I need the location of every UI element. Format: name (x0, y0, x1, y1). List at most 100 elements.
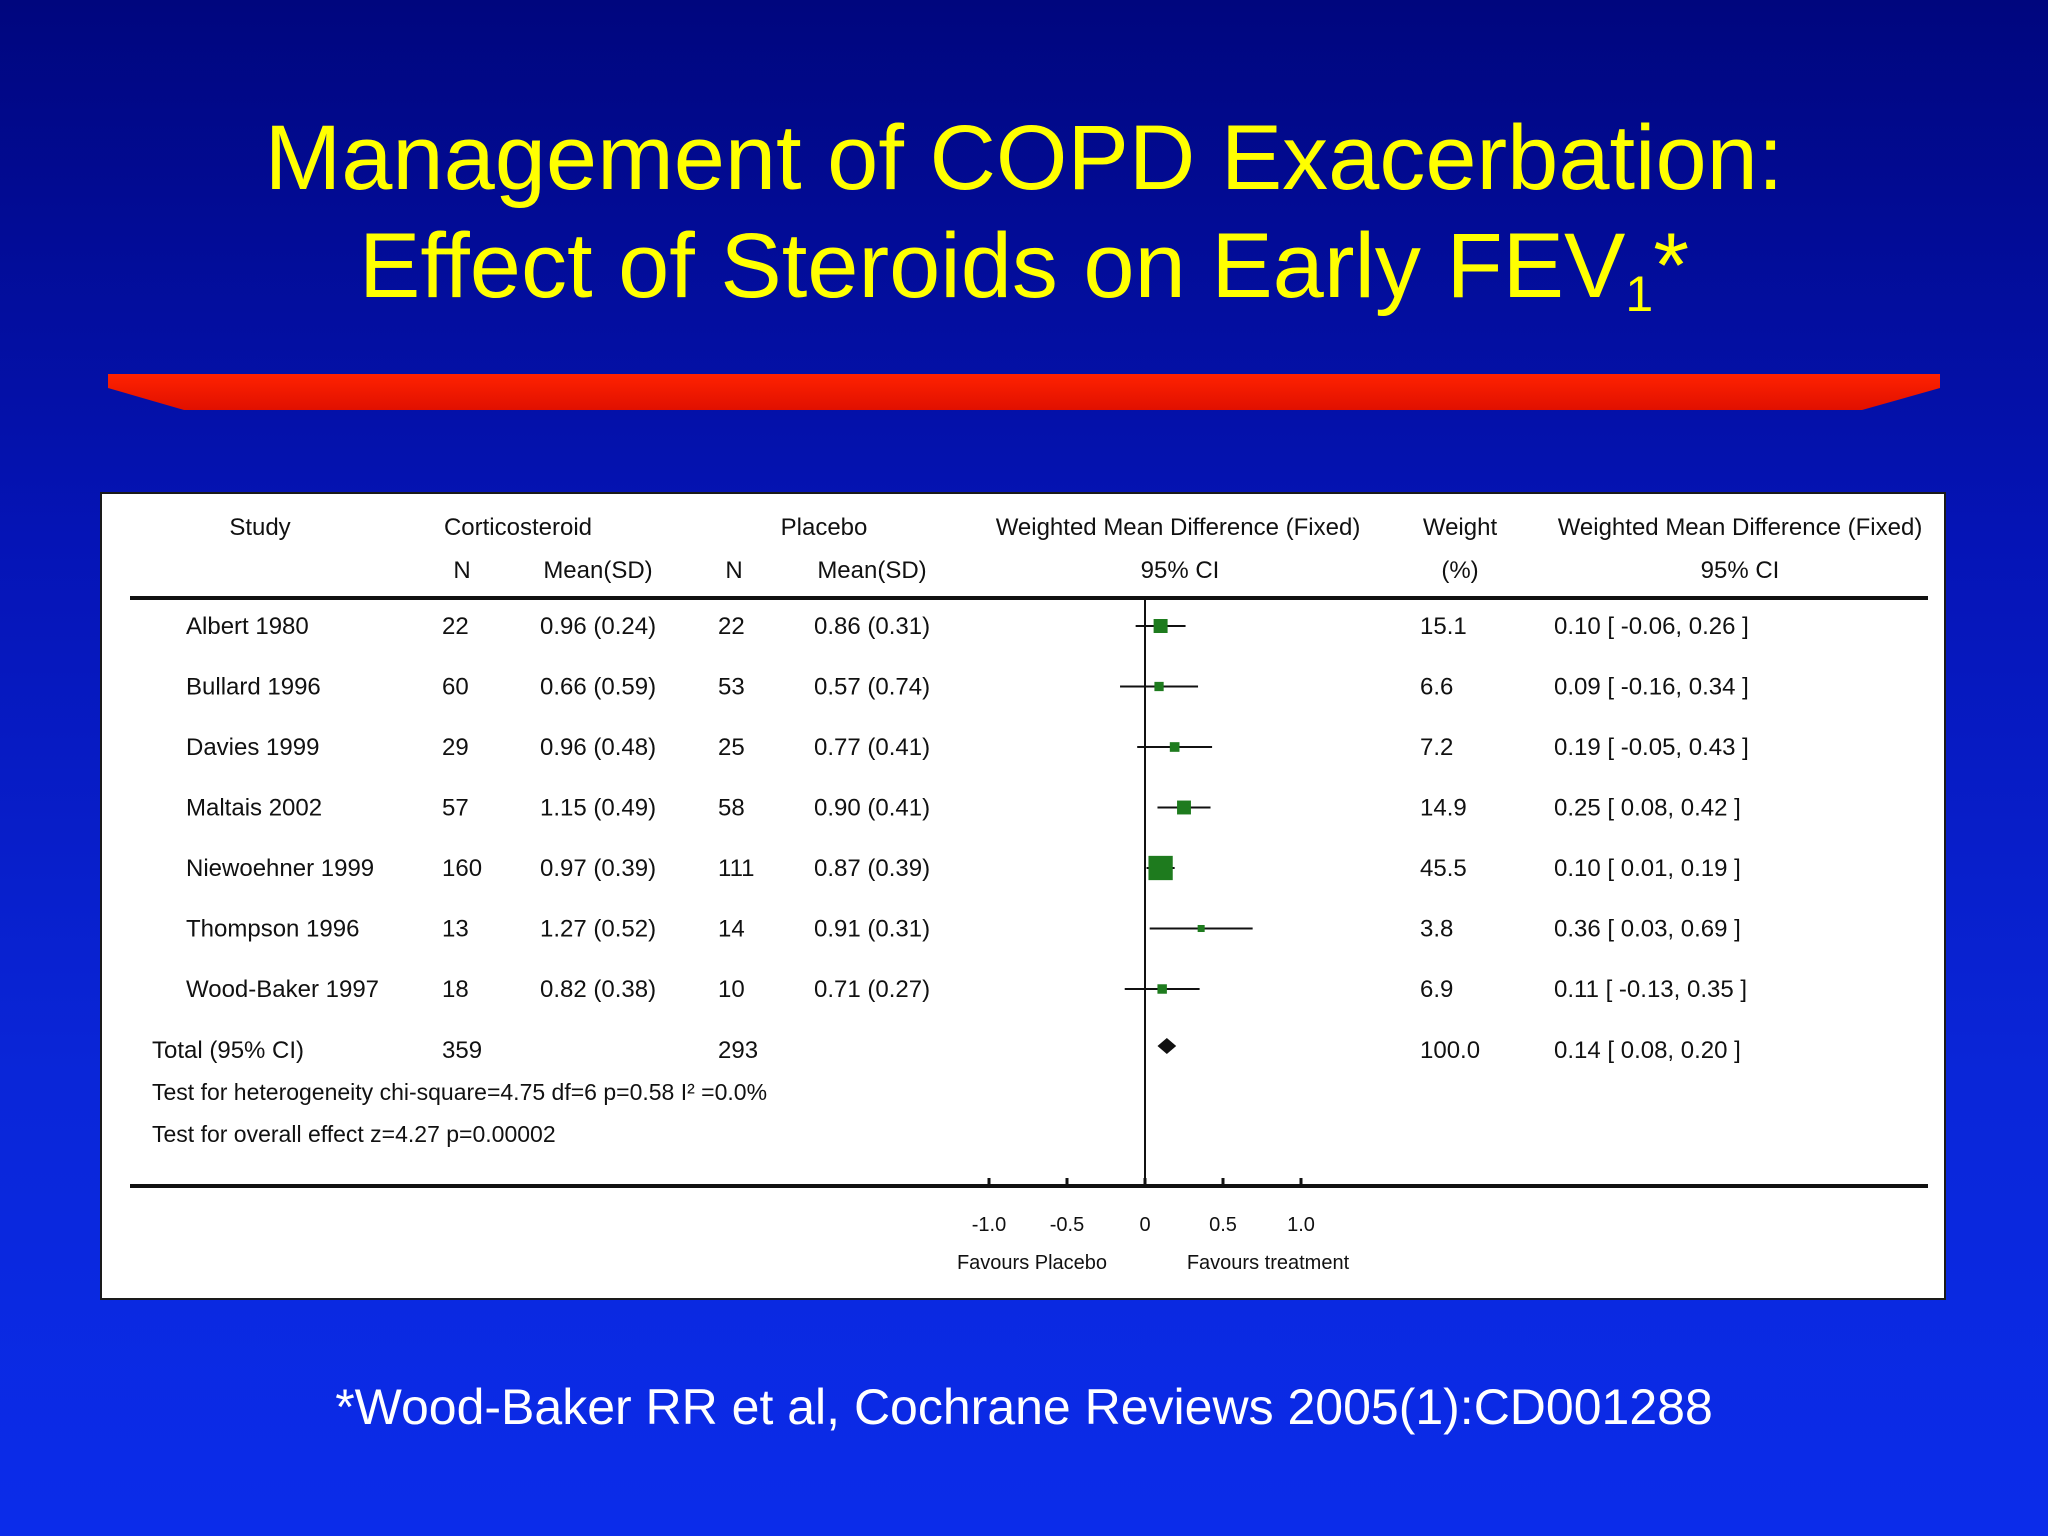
header-meansd-2: Mean(SD) (817, 557, 926, 584)
placebo-n: 22 (718, 613, 745, 640)
title-line-2: Effect of Steroids on Early FEV1* (0, 212, 2048, 320)
placebo-mean-sd: 0.90 (0.41) (814, 795, 930, 822)
header-ci-text: 95% CI (1701, 557, 1780, 584)
study-wmd-ci: 0.09 [ -0.16, 0.34 ] (1554, 674, 1749, 701)
total-n1: 359 (442, 1037, 482, 1064)
study-weight: 6.9 (1420, 976, 1453, 1003)
placebo-n: 111 (718, 855, 754, 882)
header-n-2: N (725, 557, 742, 584)
placebo-mean-sd: 0.57 (0.74) (814, 674, 930, 701)
placebo-mean-sd: 0.91 (0.31) (814, 916, 930, 943)
placebo-n: 14 (718, 916, 745, 943)
x-tick-label: 1.0 (1287, 1214, 1315, 1236)
study-name: Wood-Baker 1997 (186, 976, 379, 1003)
x-tick-label: -0.5 (1050, 1214, 1084, 1236)
corticosteroid-n: 13 (442, 916, 469, 943)
x-tick-label: 0 (1139, 1214, 1150, 1236)
placebo-mean-sd: 0.77 (0.41) (814, 734, 930, 761)
header-ci-plot: 95% CI (1141, 557, 1220, 584)
corticosteroid-n: 22 (442, 613, 469, 640)
total-wmd: 0.14 [ 0.08, 0.20 ] (1554, 1037, 1741, 1064)
study-weight: 6.6 (1420, 674, 1453, 701)
table-row: Wood-Baker 1997 18 0.82 (0.38) 10 0.71 (0.27… (186, 976, 1747, 1003)
study-wmd-ci: 0.10 [ 0.01, 0.19 ] (1554, 855, 1741, 882)
heterogeneity-test: Test for heterogeneity chi-square=4.75 d… (152, 1079, 767, 1105)
corticosteroid-mean-sd: 1.15 (0.49) (540, 795, 656, 822)
study-name: Thompson 1996 (186, 916, 359, 943)
corticosteroid-n: 60 (442, 674, 469, 701)
placebo-mean-sd: 0.87 (0.39) (814, 855, 930, 882)
study-name: Albert 1980 (186, 613, 309, 640)
header-placebo: Placebo (781, 514, 868, 541)
study-name: Davies 1999 (186, 734, 319, 761)
study-rows: Albert 1980 22 0.96 (0.24) 22 0.86 (0.31) 15.… (186, 613, 1749, 1003)
effect-square (1169, 742, 1180, 752)
total-diamond (1157, 1038, 1177, 1054)
effect-square (1148, 855, 1173, 881)
total-n2: 293 (718, 1037, 758, 1064)
placebo-n: 25 (718, 734, 745, 761)
study-wmd-ci: 0.36 [ 0.03, 0.69 ] (1554, 916, 1741, 943)
header-study: Study (229, 514, 290, 541)
citation: *Wood-Baker RR et al, Cochrane Reviews 2… (335, 1379, 1713, 1435)
header-weight-unit: (%) (1441, 557, 1478, 584)
divider-bar-shape (108, 374, 1940, 410)
header-corticosteroid: Corticosteroid (444, 514, 592, 541)
header-n-1: N (453, 557, 470, 584)
placebo-n: 10 (718, 976, 745, 1003)
study-weight: 3.8 (1420, 916, 1453, 943)
corticosteroid-n: 29 (442, 734, 469, 761)
favours-placebo-label: Favours Placebo (957, 1252, 1107, 1274)
study-name: Maltais 2002 (186, 795, 322, 822)
effect-square (1157, 984, 1167, 994)
total-row: Total (95% CI) 359 293 100.0 0.14 [ 0.08… (152, 1037, 1741, 1064)
study-name: Bullard 1996 (186, 674, 321, 701)
total-weight: 100.0 (1420, 1037, 1480, 1064)
study-wmd-ci: 0.25 [ 0.08, 0.42 ] (1554, 795, 1741, 822)
study-weight: 14.9 (1420, 795, 1467, 822)
title-asterisk: * (1653, 215, 1690, 317)
placebo-mean-sd: 0.71 (0.27) (814, 976, 930, 1003)
table-row: Albert 1980 22 0.96 (0.24) 22 0.86 (0.31) 15.… (186, 613, 1749, 640)
study-weight: 15.1 (1420, 613, 1467, 640)
x-axis: -1.0 -0.5 0 0.5 1.0 (972, 1178, 1315, 1236)
x-tick-label: -1.0 (972, 1214, 1006, 1236)
total-label: Total (95% CI) (152, 1037, 304, 1064)
table-row: Bullard 1996 60 0.66 (0.59) 53 0.57 (0.74) 6.… (186, 674, 1749, 701)
study-name: Niewoehner 1999 (186, 855, 374, 882)
effect-square (1153, 619, 1168, 633)
corticosteroid-mean-sd: 0.82 (0.38) (540, 976, 656, 1003)
header-wmd-plot: Weighted Mean Difference (Fixed) (996, 514, 1361, 541)
study-weight: 7.2 (1420, 734, 1453, 761)
study-wmd-ci: 0.10 [ -0.06, 0.26 ] (1554, 613, 1749, 640)
title-subscript: 1 (1625, 266, 1654, 322)
title-line-2-text: Effect of Steroids on Early FEV (358, 215, 1626, 317)
table-row: Davies 1999 29 0.96 (0.48) 25 0.77 (0.41) 7.2… (186, 734, 1749, 761)
header-weight: Weight (1423, 514, 1498, 541)
study-wmd-ci: 0.19 [ -0.05, 0.43 ] (1554, 734, 1749, 761)
table-row: Maltais 2002 57 1.15 (0.49) 58 0.90 (0.41) 14… (186, 795, 1741, 822)
header-wmd-text: Weighted Mean Difference (Fixed) (1558, 514, 1923, 541)
corticosteroid-mean-sd: 0.66 (0.59) (540, 674, 656, 701)
effect-square (1177, 800, 1191, 815)
title-divider-bar (108, 374, 1940, 410)
corticosteroid-n: 57 (442, 795, 469, 822)
placebo-mean-sd: 0.86 (0.31) (814, 613, 930, 640)
corticosteroid-mean-sd: 0.96 (0.48) (540, 734, 656, 761)
corticosteroid-n: 160 (442, 855, 482, 882)
forest-plot-panel: Study Corticosteroid Placebo Weighted Me… (100, 492, 1946, 1300)
favours-treatment-label: Favours treatment (1187, 1252, 1350, 1274)
study-wmd-ci: 0.11 [ -0.13, 0.35 ] (1554, 976, 1747, 1003)
corticosteroid-mean-sd: 1.27 (0.52) (540, 916, 656, 943)
corticosteroid-mean-sd: 0.96 (0.24) (540, 613, 656, 640)
study-weight: 45.5 (1420, 855, 1467, 882)
slide-title: Management of COPD Exacerbation: Effect … (0, 104, 2048, 320)
overall-effect-test: Test for overall effect z=4.27 p=0.00002 (152, 1121, 556, 1147)
effect-square (1154, 681, 1164, 692)
header-meansd-1: Mean(SD) (543, 557, 652, 584)
placebo-n: 58 (718, 795, 745, 822)
title-line-1: Management of COPD Exacerbation: (264, 107, 1784, 209)
forest-plot: Study Corticosteroid Placebo Weighted Me… (130, 514, 1928, 1274)
table-row: Thompson 1996 13 1.27 (0.52) 14 0.91 (0.31) 3… (186, 916, 1741, 943)
effect-square (1197, 924, 1205, 933)
